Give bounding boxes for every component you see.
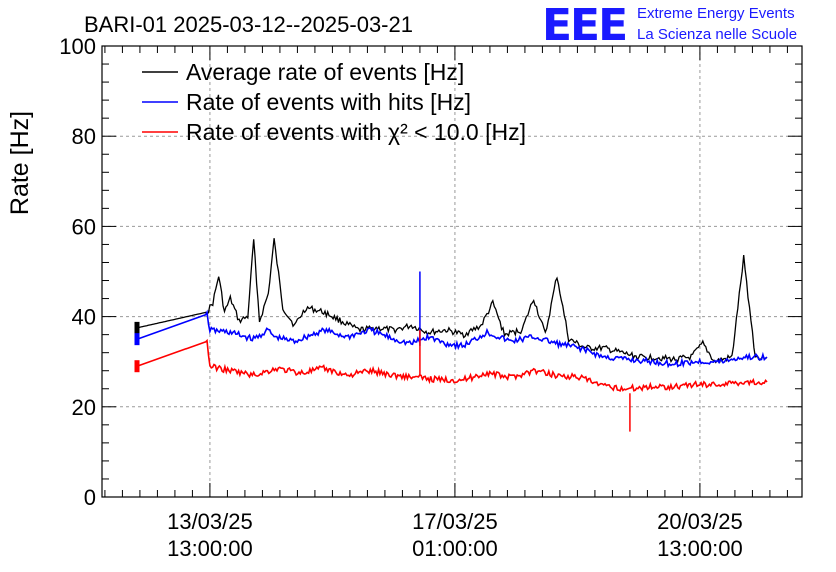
x-tick-label-date: 17/03/25: [412, 509, 498, 534]
x-tick-label-date: 20/03/25: [657, 509, 743, 534]
series-line-3: [136, 338, 768, 393]
axes: 02040608010013/03/2513:00:0017/03/2501:0…: [59, 34, 803, 561]
y-tick-label: 40: [72, 305, 96, 330]
plot-frame: [101, 45, 803, 498]
legend-label-3: Rate of events with χ² < 10.0 [Hz]: [186, 119, 526, 145]
y-axis-title: Rate [Hz]: [6, 111, 34, 215]
legend: Average rate of events [Hz] Rate of event…: [142, 59, 526, 145]
legend-label-2: Rate of events with hits [Hz]: [186, 89, 471, 115]
series-layer: [134, 238, 768, 432]
y-tick-label: 0: [84, 485, 96, 510]
series-line-2: [136, 309, 768, 369]
eee-logo-mark: EEE: [542, 0, 626, 51]
y-tick-label: 100: [59, 34, 96, 59]
x-tick-label-time: 13:00:00: [657, 536, 743, 561]
eee-logo-line1: Extreme Energy Events: [637, 5, 795, 22]
x-tick-label-time: 13:00:00: [167, 536, 253, 561]
grid: [102, 46, 802, 497]
chart-title: BARI-01 2025-03-12--2025-03-21: [84, 12, 413, 37]
legend-label-1: Average rate of events [Hz]: [186, 59, 464, 85]
y-tick-label: 60: [72, 214, 96, 239]
series-line-1: [136, 238, 768, 364]
y-tick-label: 80: [72, 124, 96, 149]
x-tick-label-date: 13/03/25: [167, 509, 253, 534]
x-tick-label-time: 01:00:00: [412, 536, 498, 561]
eee-logo-line2: La Scienza nelle Scuole: [637, 26, 797, 43]
y-tick-label: 20: [72, 395, 96, 420]
eee-logo: EEE Extreme Energy Events La Scienza nel…: [542, 0, 797, 51]
